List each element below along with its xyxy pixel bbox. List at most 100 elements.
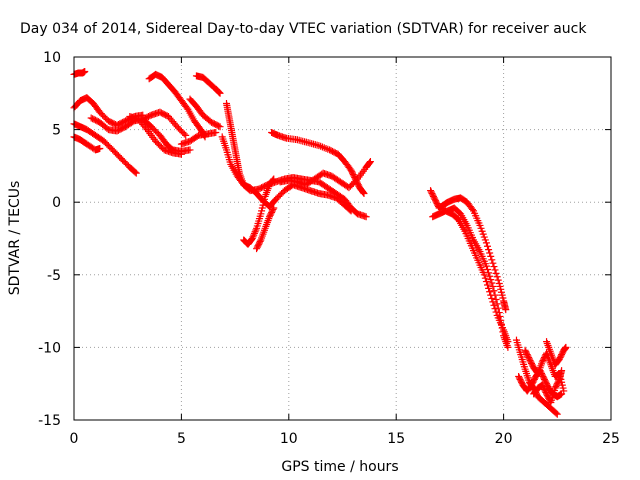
data-point [270,204,278,212]
data-point [142,124,150,132]
axis-ticks [73,56,612,421]
data-point [359,189,367,197]
data-point [504,343,512,351]
data-point [562,343,570,351]
series-trace-t [444,204,512,351]
x-tick-label: 10 [280,431,298,447]
data-point [362,213,370,221]
data-point [490,263,498,271]
data-point [485,246,493,254]
data-point [180,130,188,138]
data-point [483,281,491,289]
data-point [132,169,140,177]
series-trace-y [543,338,570,369]
data-point [486,288,494,296]
data-point [215,88,223,96]
data-point [131,168,139,176]
data-point [483,265,491,273]
data-point [81,68,89,76]
data-point [250,229,258,237]
data-point [182,131,190,139]
data-point [499,328,507,336]
data-point [215,89,223,97]
data-point [250,231,258,239]
data-point [489,282,497,290]
chart-title: Day 034 of 2014, Sidereal Day-to-day VTE… [20,21,587,37]
data-point [494,276,502,284]
series-trace-a [70,68,89,78]
data-point [485,284,493,292]
series-trace-l [223,99,370,221]
series-trace-x [530,367,566,407]
data-point [468,205,476,213]
data-point [493,300,501,308]
data-point [488,256,496,264]
data-point [360,189,368,197]
y-tick-labels: 10 5 0 -5 -10 -15 [38,50,61,429]
data-point [560,387,568,395]
series-trace-d [70,133,104,154]
series-trace-p [268,129,368,197]
data-point [186,146,194,154]
y-tick-label: 0 [52,195,61,211]
data-point [552,409,560,417]
data-point [216,89,224,97]
data-point [558,367,566,375]
y-axis-label: SDTVAR / TECUs [7,181,23,296]
data-point [498,324,506,332]
data-point [482,239,490,247]
data-point [502,306,510,314]
data-point [366,158,374,166]
x-tick-label: 20 [495,431,513,447]
series-trace-h [186,95,224,131]
data-point [491,266,499,274]
series-trace-g [192,72,224,97]
data-point [347,207,355,215]
data-point [269,205,277,213]
y-tick-label: -10 [38,340,61,356]
data-point [485,269,493,277]
data-point [256,237,264,245]
data-point [487,252,495,260]
data-point [482,278,490,286]
data-point [488,279,496,287]
data-point [488,295,496,303]
data-point [497,320,505,328]
data-point [96,144,104,152]
y-tick-label: -5 [47,268,61,284]
data-point [481,274,489,282]
data-point [489,259,497,267]
data-point [494,304,502,312]
x-tick-label: 25 [602,431,620,447]
data-point [487,276,495,284]
y-tick-label: 5 [52,123,61,139]
data-point [482,262,490,270]
data-point [486,272,494,280]
data-point [215,122,223,130]
data-point [490,287,498,295]
x-axis-label: GPS time / hours [281,459,398,475]
data-point [177,150,185,158]
series-trace-o [253,204,278,253]
data-point [252,226,260,234]
x-tick-label: 5 [177,431,186,447]
series-trace-q [276,158,374,192]
data-point [491,291,499,299]
series-trace-r [427,187,510,314]
series-trace-j [177,129,220,148]
data-point [249,233,257,241]
series-trace-c [70,120,140,177]
plot-frame [73,56,612,421]
data-point [248,235,256,242]
data-point [492,269,500,277]
series-trace-b [70,94,147,129]
data-point [492,295,500,303]
data-point [251,228,259,236]
data-point [553,410,561,418]
data-point [483,242,491,250]
series-trace-w [521,346,568,395]
data-point [270,175,278,183]
data-point [269,176,277,184]
data-point [212,129,220,137]
